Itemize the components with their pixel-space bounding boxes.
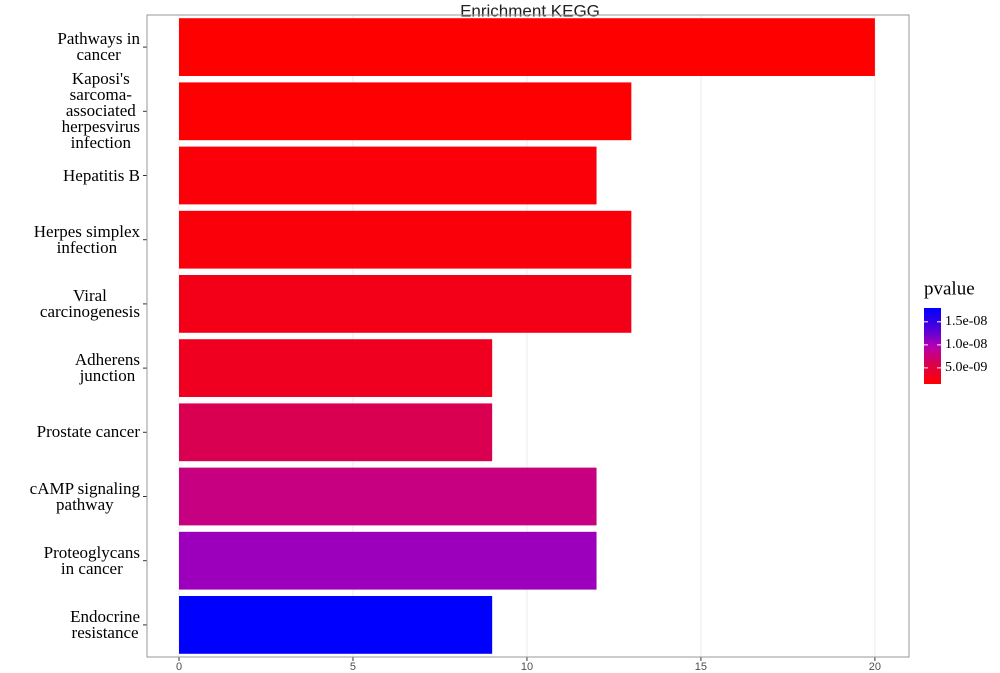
- y-tick-label: Hepatitis B: [63, 165, 140, 185]
- y-tick-label: Proteoglycans in cancer: [43, 542, 140, 578]
- y-tick-label: cAMP signaling pathway: [29, 478, 140, 514]
- bar: [179, 146, 597, 205]
- bar: [179, 339, 493, 397]
- color-tick-label: 5.0e-09: [945, 360, 987, 375]
- bar: [179, 596, 493, 654]
- x-tick-label: 0: [176, 661, 182, 673]
- y-tick-label: Viral carcinogenesis: [39, 285, 140, 321]
- bar: [179, 18, 875, 76]
- x-tick-label: 15: [695, 661, 707, 673]
- x-tick-label: 20: [869, 661, 881, 673]
- y-tick-label: Adherens junction: [74, 350, 140, 386]
- y-tick-label: Endocrine resistance: [70, 606, 140, 642]
- x-tick-label: 5: [350, 661, 356, 673]
- x-tick-label: 10: [521, 661, 533, 673]
- y-tick-label: Pathways in cancer: [57, 29, 140, 65]
- bar: [179, 82, 632, 141]
- legend-title: pvalue: [924, 278, 975, 299]
- chart-title: Enrichment KEGG: [460, 1, 600, 20]
- bar: [179, 467, 597, 526]
- color-tick-label: 1.0e-08: [945, 337, 987, 352]
- bar: [179, 403, 493, 462]
- y-tick-label: Prostate cancer: [36, 422, 140, 442]
- bar: [179, 531, 597, 590]
- bar: [179, 210, 632, 269]
- y-tick-label: Kaposi's sarcoma- associated herpesvirus…: [61, 69, 140, 153]
- y-tick-label: Herpes simplex infection: [33, 221, 140, 257]
- bar: [179, 275, 632, 333]
- color-bar: [924, 308, 941, 384]
- panel-border: [146, 14, 910, 658]
- color-tick-label: 1.5e-08: [945, 314, 987, 329]
